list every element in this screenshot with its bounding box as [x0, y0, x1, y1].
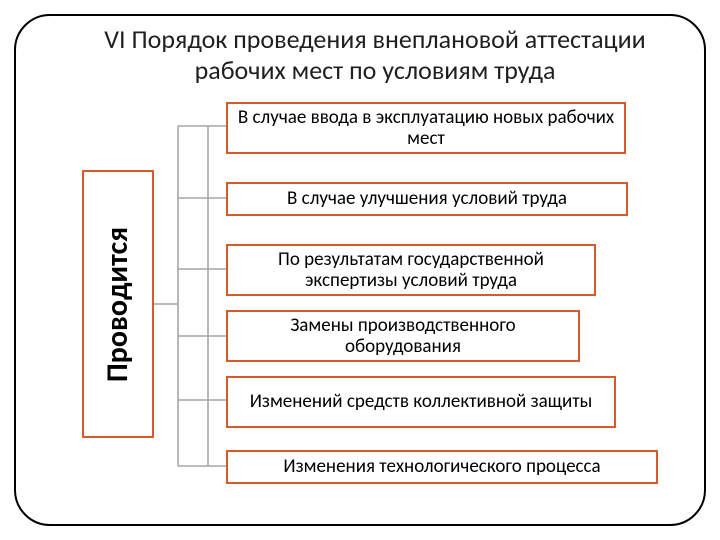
child-node: В случае улучшения условий труда — [226, 182, 628, 216]
child-node: Изменений средств коллективной защиты — [226, 376, 616, 428]
child-node-label: В случае ввода в эксплуатацию новых рабо… — [236, 107, 616, 150]
root-node: Проводится — [82, 170, 154, 438]
child-node-label: Замены производственного оборудования — [236, 315, 570, 358]
child-node: Изменения технологического процесса — [226, 450, 658, 484]
child-node: В случае ввода в эксплуатацию новых рабо… — [226, 102, 626, 154]
child-node: По результатам государственной экспертиз… — [226, 244, 596, 296]
child-node-label: По результатам государственной экспертиз… — [236, 249, 586, 292]
root-node-label: Проводится — [100, 226, 137, 381]
slide: VI Порядок проведения внеплановой аттест… — [0, 0, 720, 540]
child-node-label: В случае улучшения условий труда — [287, 188, 567, 209]
child-node: Замены производственного оборудования — [226, 310, 580, 362]
slide-title: VI Порядок проведения внеплановой аттест… — [70, 24, 680, 85]
child-node-label: Изменений средств коллективной защиты — [250, 391, 593, 412]
child-node-label: Изменения технологического процесса — [283, 456, 600, 477]
